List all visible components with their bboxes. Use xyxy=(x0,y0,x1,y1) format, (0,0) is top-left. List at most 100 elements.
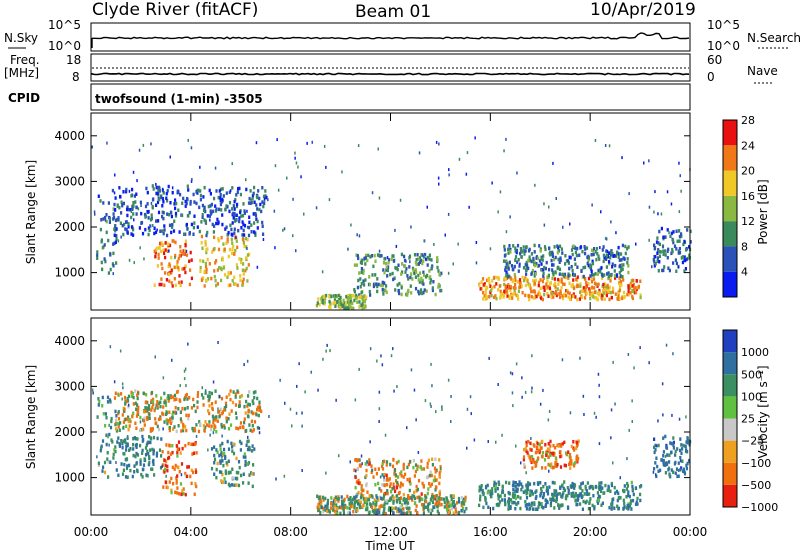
data-cell xyxy=(622,256,625,260)
data-cell xyxy=(545,453,548,457)
data-cell xyxy=(541,297,544,302)
data-cell xyxy=(567,295,570,300)
data-cell xyxy=(222,242,225,246)
data-cell xyxy=(514,485,517,489)
data-cell xyxy=(508,294,511,299)
data-cell xyxy=(413,494,416,499)
data-cell xyxy=(339,297,342,302)
data-cell xyxy=(378,487,381,491)
data-cell xyxy=(337,495,340,499)
data-cell xyxy=(662,235,665,239)
data-cell xyxy=(445,508,449,512)
data-cell xyxy=(211,414,214,419)
data-cell xyxy=(366,502,369,506)
data-cell xyxy=(621,156,623,160)
data-cell xyxy=(390,506,393,510)
data-cell xyxy=(112,264,115,268)
data-cell xyxy=(321,270,324,274)
data-cell xyxy=(317,297,320,301)
data-cell xyxy=(332,499,335,503)
data-cell xyxy=(173,425,176,429)
data-cell xyxy=(386,489,389,493)
data-cell xyxy=(164,255,167,260)
data-cell xyxy=(426,461,429,466)
data-cell xyxy=(174,283,177,288)
data-cell xyxy=(303,212,305,216)
data-cell xyxy=(171,416,174,420)
data-cell xyxy=(123,395,127,400)
data-cell xyxy=(554,461,557,465)
data-cell xyxy=(607,251,611,255)
data-cell xyxy=(114,208,117,212)
data-cell xyxy=(363,296,366,300)
data-cell xyxy=(558,492,561,496)
data-cell xyxy=(494,487,497,492)
data-cell xyxy=(223,477,226,481)
data-cell xyxy=(360,494,363,498)
data-cell xyxy=(202,403,205,407)
data-cell xyxy=(157,256,160,260)
data-cell xyxy=(659,468,662,473)
data-cell xyxy=(482,290,485,295)
data-cell xyxy=(395,498,399,503)
data-cell xyxy=(144,406,147,410)
data-cell xyxy=(603,491,606,495)
data-cell xyxy=(139,443,142,448)
data-cell xyxy=(231,467,234,471)
data-cell xyxy=(434,497,438,501)
data-cell xyxy=(168,223,172,228)
data-cell xyxy=(186,214,189,218)
data-cell xyxy=(556,287,559,291)
data-cell xyxy=(495,282,498,286)
data-cell xyxy=(383,483,386,488)
data-cell xyxy=(144,227,147,232)
data-cell xyxy=(643,161,645,165)
data-cell xyxy=(515,362,518,366)
data-cell xyxy=(539,286,542,290)
data-cell xyxy=(161,214,164,219)
data-cell xyxy=(126,417,129,421)
data-cell xyxy=(684,267,687,271)
data-cell xyxy=(570,485,573,489)
data-cell xyxy=(133,194,136,198)
data-cell xyxy=(537,448,540,453)
data-cell xyxy=(220,278,223,283)
data-cell xyxy=(509,288,512,292)
data-cell xyxy=(337,293,340,298)
data-cell xyxy=(575,502,578,507)
data-cell xyxy=(515,502,518,506)
data-cell xyxy=(544,466,547,470)
data-cell xyxy=(166,464,169,469)
data-cell xyxy=(618,276,621,280)
colorbar-tick-label: 28 xyxy=(741,114,755,127)
data-cell xyxy=(427,487,430,491)
data-cell xyxy=(550,465,553,469)
data-cell xyxy=(125,457,129,461)
data-cell xyxy=(126,399,130,403)
data-cell xyxy=(207,409,210,413)
data-cell xyxy=(437,269,440,273)
data-cell xyxy=(244,236,247,241)
data-cell xyxy=(149,218,153,222)
data-cell xyxy=(514,282,517,287)
data-cell xyxy=(108,423,110,427)
data-cell xyxy=(392,482,395,486)
data-cell xyxy=(550,295,553,300)
data-cell xyxy=(538,292,541,296)
data-cell xyxy=(428,481,431,486)
data-cell xyxy=(648,361,650,365)
data-cell xyxy=(301,469,303,472)
data-cell xyxy=(546,492,550,496)
data-cell xyxy=(225,225,228,229)
data-cell xyxy=(554,255,557,260)
data-cell xyxy=(355,263,359,267)
data-cell xyxy=(582,274,585,279)
data-cell xyxy=(450,506,453,511)
data-cell xyxy=(353,496,356,500)
data-cell xyxy=(534,507,537,511)
data-cell xyxy=(663,463,666,467)
data-cell xyxy=(398,509,401,513)
data-cell xyxy=(112,242,115,246)
data-cell xyxy=(431,264,434,268)
data-cell xyxy=(199,189,202,193)
